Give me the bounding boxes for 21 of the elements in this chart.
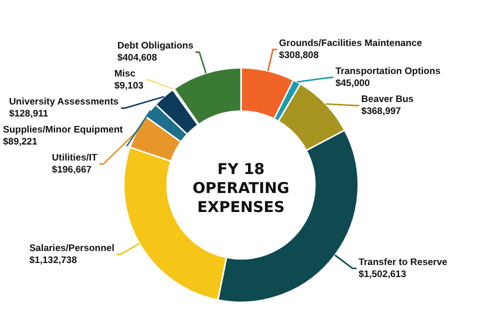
slice-label: Transportation Options (335, 66, 441, 78)
data-label: $368,997 (361, 106, 401, 118)
data-label: $9,103 (114, 80, 144, 92)
slice-label: Utilities/IT (52, 152, 98, 164)
data-label: $308,808 (278, 50, 319, 62)
data-label: $45,000 (335, 78, 370, 90)
data-label: $128,911 (9, 108, 49, 120)
data-label: $404,608 (117, 52, 157, 64)
slice-label: Supplies/Minor Equipment (3, 124, 124, 136)
data-label: $196,667 (52, 164, 92, 176)
data-label: $89,221 (3, 136, 38, 148)
slice-label: Beaver Bus (361, 94, 414, 106)
text: FY 18 OPERATING EXPENSES (192, 160, 290, 217)
slice-label: University Assessments (9, 96, 119, 108)
slice-label: Misc (114, 68, 136, 80)
slice-label: Grounds/Facilities Maintenance (278, 38, 422, 50)
slice-label: Debt Obligations (117, 40, 194, 52)
slice-label: Transfer to Reserve (358, 256, 448, 268)
slice-label: Salaries/Personnel (29, 243, 114, 254)
data-label: $1,132,738 (29, 255, 77, 266)
data-label: $1,502,613 (358, 268, 406, 280)
